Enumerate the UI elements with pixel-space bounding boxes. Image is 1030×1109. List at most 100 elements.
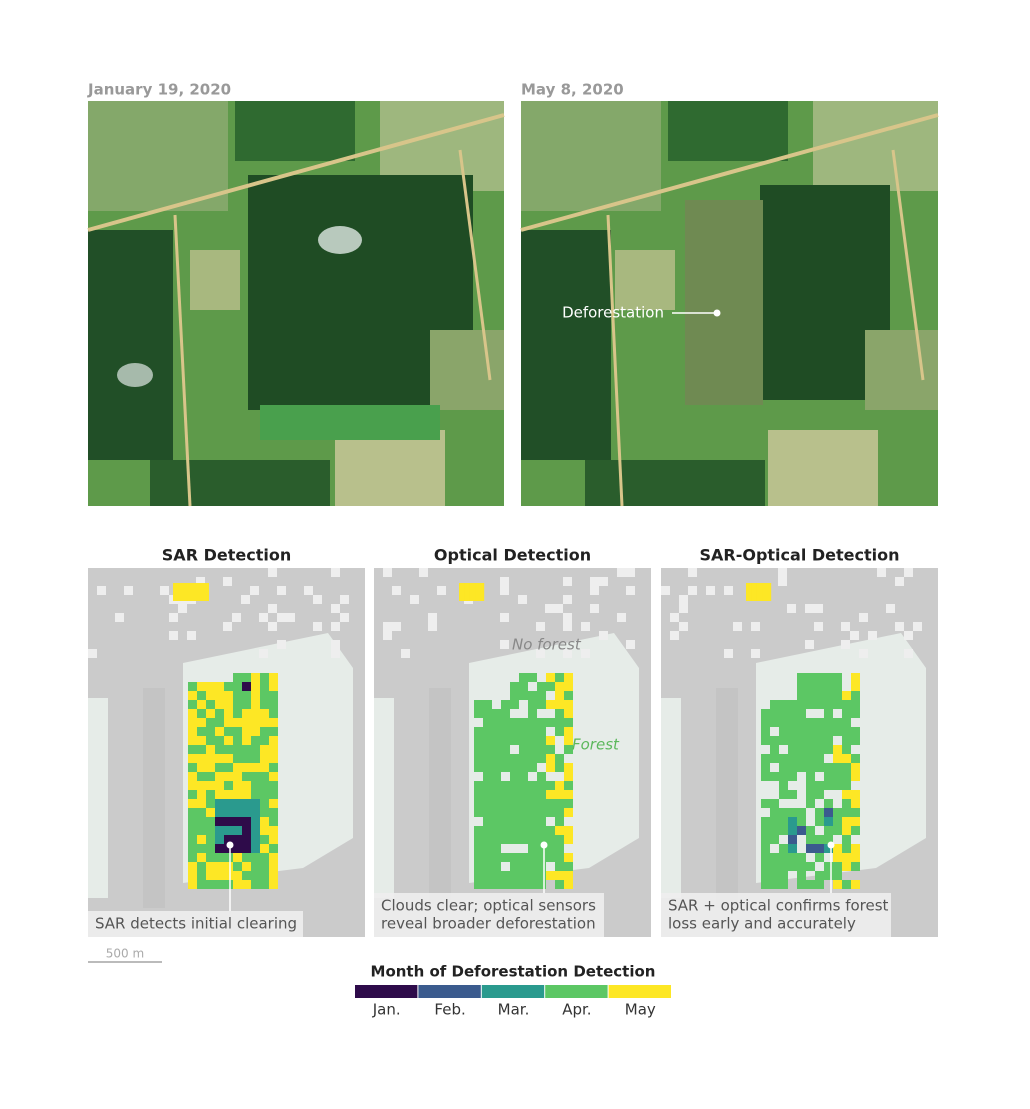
detection-cell [833,853,842,862]
noise-cell [536,622,545,631]
detection-cell [797,727,806,736]
detection-cell [546,835,555,844]
detection-cell [501,718,510,727]
detection-cell [188,844,197,853]
noise-cell [554,604,563,613]
detection-cell [842,772,851,781]
detection-cell [197,709,206,718]
noise-cell [223,622,232,631]
detection-cell [564,853,573,862]
detection-cell [260,691,269,700]
satellite-image-may [520,101,939,507]
detection-cell [806,736,815,745]
detection-cell [206,718,215,727]
detection-cell [762,592,772,601]
detection-cell [501,826,510,835]
detection-cell [501,817,510,826]
detection-cell [824,745,833,754]
noise-cell [626,586,635,595]
detection-cell [483,862,492,871]
detection-cell [475,592,485,601]
detection-cell [806,763,815,772]
detection-cell [555,799,564,808]
detection-cell [206,781,215,790]
detection-cell [224,790,233,799]
detection-cell [251,880,260,889]
detection-cell [260,673,269,682]
detection-cell [483,763,492,772]
legend-swatch [481,985,545,998]
detection-cell [197,772,206,781]
map-title: SAR Detection [162,546,291,565]
detection-cell [842,853,851,862]
detection-cell [224,781,233,790]
detection-cell [269,718,278,727]
detection-cell [519,691,528,700]
detection-cell [510,781,519,790]
detection-cell [510,682,519,691]
detection-cell [492,844,501,853]
legend-label: Mar. [498,1001,530,1019]
detection-cell [233,826,242,835]
detection-cell [824,763,833,772]
detection-cell [564,790,573,799]
detection-cell [269,754,278,763]
legend-label: Jan. [372,1001,401,1019]
legend-title: Month of Deforestation Detection [371,963,656,981]
detection-cell [188,880,197,889]
detection-cell [842,727,851,736]
noise-cell [805,640,814,649]
detection-cell [260,835,269,844]
detection-cell [510,880,519,889]
detection-cell [770,817,779,826]
detection-cell [251,826,260,835]
detection-cell [788,844,797,853]
detection-cell [851,853,860,862]
detection-cell [224,736,233,745]
noise-cell [268,604,277,613]
detection-cell [197,718,206,727]
noise-cell [178,604,187,613]
noise-cell [187,631,196,640]
detection-cell [233,709,242,718]
detection-cell [851,754,860,763]
detection-cell [528,808,537,817]
detection-cell [474,727,483,736]
detection-cell [528,736,537,745]
callout-dot [540,841,548,849]
detection-cell [528,835,537,844]
detection-cell [537,682,546,691]
detection-cell [537,754,546,763]
noise-cell [268,622,277,631]
detection-cell [788,727,797,736]
noise-cell [545,604,554,613]
detection-cell [483,853,492,862]
detection-cell [824,736,833,745]
detection-cell [564,763,573,772]
detection-cell [233,817,242,826]
noise-cell [850,631,859,640]
detection-cell [206,871,215,880]
detection-cell [260,781,269,790]
detection-cell [851,727,860,736]
noise-cell [340,613,349,622]
detection-cell [269,817,278,826]
detection-cell [233,673,242,682]
detection-cell [537,835,546,844]
detection-cell [815,781,824,790]
detection-cell [501,709,510,718]
detection-cell [260,772,269,781]
detection-cell [528,880,537,889]
detection-cell [501,790,510,799]
noise-cell [563,622,572,631]
detection-cell [206,682,215,691]
detection-cell [188,709,197,718]
detection-cell [833,673,842,682]
detection-cell [851,736,860,745]
detection-cell [842,754,851,763]
detection-cell [224,799,233,808]
detection-cell [474,709,483,718]
detection-cell [251,682,260,691]
